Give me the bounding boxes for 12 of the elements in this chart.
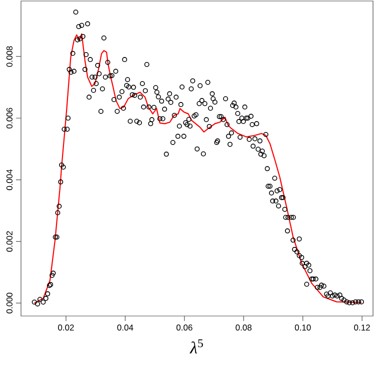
x-tick-label: 0.08 bbox=[236, 324, 252, 331]
y-tick-label: 0.006 bbox=[6, 108, 12, 128]
x-tick-label: 0.10 bbox=[294, 324, 311, 331]
x-axis-title: λ$^{5}$ bbox=[190, 339, 203, 354]
y-tick-label: 0.008 bbox=[6, 46, 12, 67]
x-tick-label: 0.12 bbox=[354, 324, 370, 331]
x-tick-label: 0.04 bbox=[117, 324, 134, 331]
y-tick-label: 0.000 bbox=[6, 292, 12, 314]
y-tick-label: 0.002 bbox=[6, 231, 12, 252]
x-tick-label: 0.02 bbox=[58, 324, 74, 331]
x-tick-label: 0.06 bbox=[176, 324, 192, 331]
y-tick-label: 0.004 bbox=[6, 169, 12, 190]
